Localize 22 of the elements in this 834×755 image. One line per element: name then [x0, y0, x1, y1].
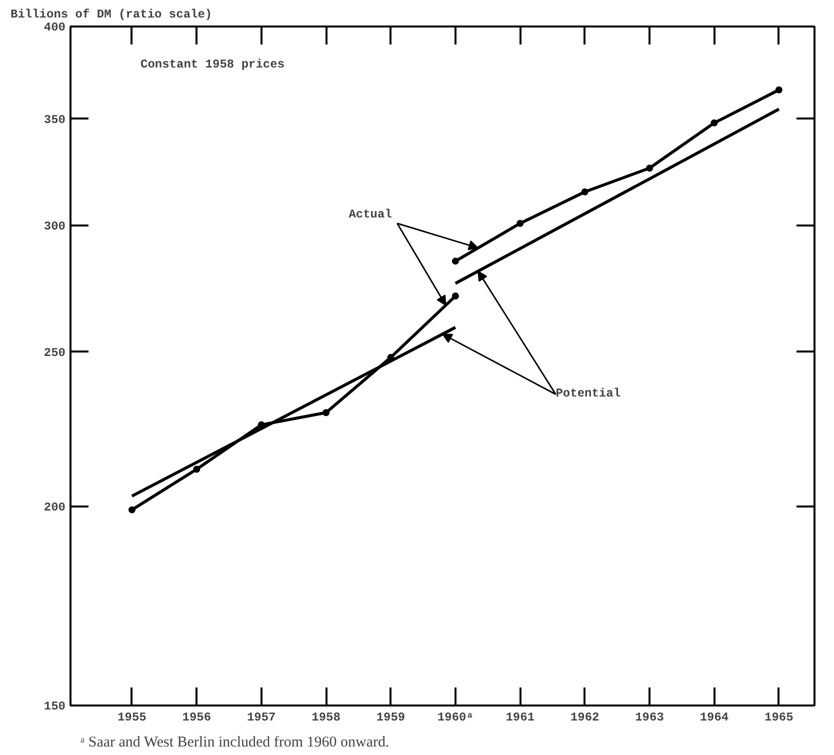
text: Actual: [348, 207, 392, 222]
x-tick-label: 1955: [118, 710, 146, 724]
x-tick-label: 1961: [506, 710, 535, 724]
x-tick-label: 1960ᵃ: [437, 710, 474, 724]
y-tick-label: 400: [44, 20, 66, 34]
x-tick-label: 1958: [312, 710, 340, 724]
y-tick-label: 350: [44, 112, 66, 127]
x-tick-label: 1965: [764, 710, 794, 724]
y-tick-label: 300: [44, 220, 66, 234]
x-tick-label: 1956: [182, 710, 212, 724]
x-tick-label: 1959: [376, 710, 406, 724]
x-tick-label: 1957: [246, 710, 276, 724]
y-tick-label: 250: [44, 346, 66, 360]
annotation: Constant 1958 prices: [140, 58, 285, 72]
x-tick-label: 1963: [635, 710, 664, 724]
y-tick-label: 150: [44, 700, 66, 714]
y-tick-label: 200: [44, 500, 66, 514]
y-axis-title: Billions of DM (ratio scale): [10, 8, 212, 22]
text: Potential: [556, 386, 621, 400]
text: ᵃ Saar and West Berlin included from 1960 onward.: [80, 734, 390, 750]
x-tick-label: 1964: [700, 710, 729, 724]
x-tick-label: 1962: [570, 710, 600, 724]
